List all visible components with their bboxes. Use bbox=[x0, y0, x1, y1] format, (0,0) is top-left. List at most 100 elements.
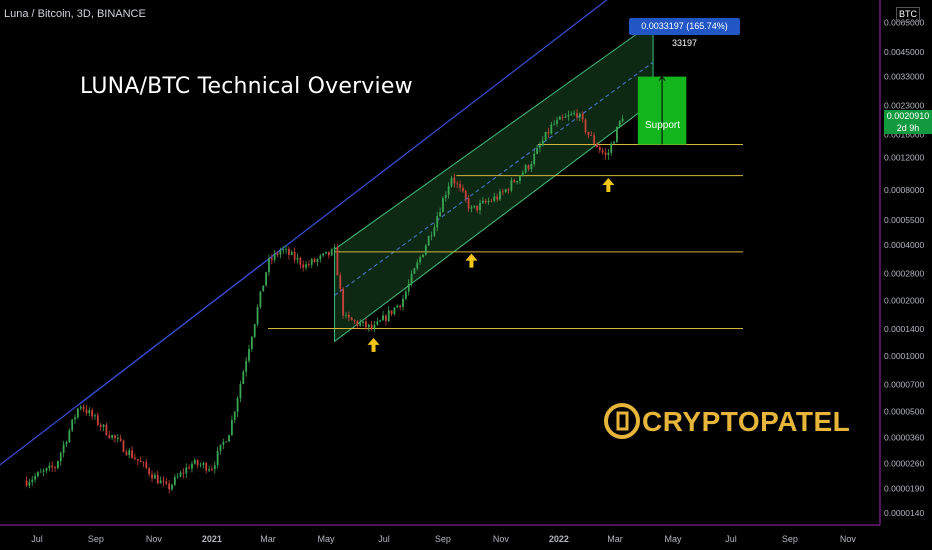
candle bbox=[539, 145, 541, 148]
candle bbox=[136, 459, 139, 461]
candle bbox=[484, 200, 487, 203]
candle bbox=[162, 480, 165, 482]
candle bbox=[407, 283, 410, 292]
candle bbox=[128, 450, 131, 455]
candle bbox=[159, 480, 162, 484]
y-tick-label: 0.0000140 bbox=[884, 508, 924, 518]
candle bbox=[427, 236, 430, 246]
candle bbox=[327, 251, 330, 256]
candle bbox=[519, 175, 521, 182]
currency-unit[interactable]: BTC bbox=[896, 7, 920, 22]
y-tick-label: 0.0016000 bbox=[884, 129, 924, 139]
candle bbox=[533, 153, 536, 165]
target-badge: 0.0033197 (165.74%) 33197 bbox=[629, 18, 740, 48]
candle bbox=[216, 451, 219, 466]
bounce-arrow-icon bbox=[465, 253, 478, 268]
candle bbox=[564, 116, 567, 118]
candle bbox=[447, 186, 450, 195]
candle bbox=[116, 438, 119, 439]
candle bbox=[250, 336, 253, 350]
candle bbox=[382, 315, 384, 321]
candle bbox=[219, 444, 222, 452]
candle bbox=[524, 165, 527, 173]
candle bbox=[496, 196, 499, 200]
candle bbox=[96, 415, 99, 425]
candle bbox=[462, 187, 464, 192]
x-tick-label: 2022 bbox=[549, 534, 569, 544]
candle bbox=[473, 205, 476, 208]
candle bbox=[28, 482, 31, 486]
candle bbox=[265, 272, 268, 286]
y-tick-label: 0.0001400 bbox=[884, 324, 924, 334]
x-tick-label: May bbox=[318, 534, 336, 544]
y-tick-label: 0.0000500 bbox=[884, 406, 924, 416]
candle bbox=[613, 141, 615, 144]
candle bbox=[507, 189, 510, 191]
arrows-layer bbox=[367, 177, 615, 352]
y-tick-label: 0.0065000 bbox=[884, 17, 924, 27]
candle bbox=[616, 126, 618, 142]
candle bbox=[578, 113, 581, 118]
candle bbox=[74, 417, 76, 420]
candle bbox=[430, 235, 433, 237]
candle bbox=[168, 483, 171, 490]
candle bbox=[390, 310, 393, 315]
candle bbox=[536, 147, 538, 154]
target-layer bbox=[637, 76, 687, 145]
candle bbox=[553, 123, 556, 125]
candle bbox=[467, 198, 470, 209]
x-tick-label: Nov bbox=[493, 534, 510, 544]
candle bbox=[208, 469, 210, 471]
x-tick-label: Mar bbox=[607, 534, 623, 544]
target-arrowhead bbox=[661, 76, 666, 81]
candle bbox=[470, 207, 473, 209]
candle bbox=[313, 259, 316, 262]
candle bbox=[57, 461, 59, 469]
candle bbox=[191, 463, 193, 469]
candle bbox=[48, 465, 51, 469]
candle bbox=[521, 172, 524, 176]
candle bbox=[387, 310, 390, 321]
candle bbox=[610, 143, 613, 153]
candle bbox=[196, 460, 199, 466]
y-tick-label: 0.0000260 bbox=[884, 459, 924, 469]
candle bbox=[108, 435, 111, 438]
candle bbox=[62, 444, 65, 453]
candle bbox=[385, 315, 387, 321]
candle bbox=[233, 411, 236, 420]
candle bbox=[402, 298, 404, 308]
candle bbox=[479, 202, 481, 211]
candle bbox=[54, 467, 56, 469]
candle bbox=[621, 118, 624, 122]
candle bbox=[567, 115, 570, 117]
candle bbox=[573, 112, 576, 114]
candle bbox=[171, 484, 173, 490]
channel-midline bbox=[334, 61, 654, 296]
x-tick-label: 2021 bbox=[202, 534, 222, 544]
candle bbox=[79, 406, 82, 409]
candle bbox=[601, 150, 604, 153]
candle bbox=[119, 438, 122, 441]
candle bbox=[99, 424, 102, 427]
candle bbox=[590, 135, 593, 136]
candle bbox=[618, 121, 621, 127]
candle bbox=[65, 442, 68, 445]
candle bbox=[131, 450, 133, 458]
candle bbox=[379, 320, 382, 322]
candle bbox=[156, 474, 159, 484]
candle bbox=[270, 258, 273, 260]
bounce-arrow-icon bbox=[602, 177, 615, 192]
candle bbox=[530, 164, 533, 170]
candle bbox=[513, 180, 516, 183]
candle bbox=[584, 119, 587, 132]
logo-text: CRYPTOPATEL bbox=[642, 406, 851, 437]
candle bbox=[85, 409, 88, 414]
candle bbox=[230, 419, 233, 436]
candle bbox=[45, 468, 48, 471]
candle bbox=[302, 264, 305, 268]
candle bbox=[419, 257, 422, 263]
candle bbox=[316, 259, 319, 262]
candle bbox=[299, 257, 302, 265]
candle bbox=[307, 264, 310, 266]
